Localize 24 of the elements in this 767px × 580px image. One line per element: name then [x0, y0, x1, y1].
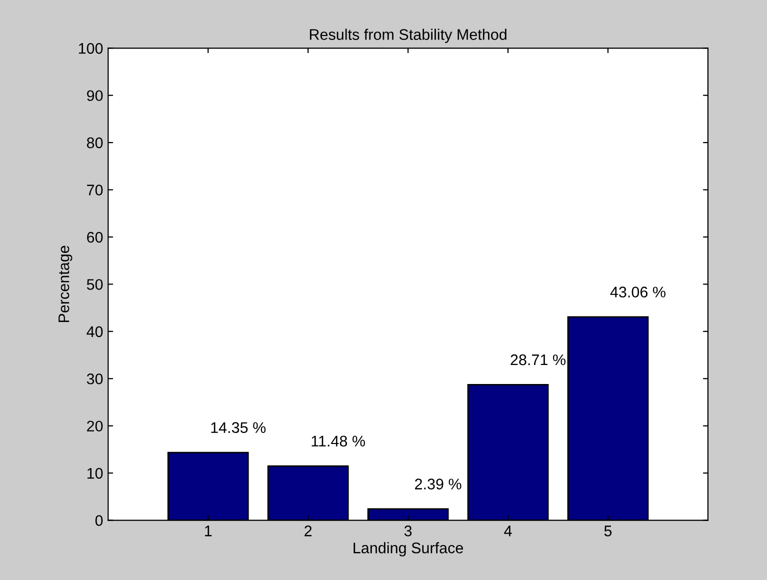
y-tick-label: 30	[86, 373, 103, 384]
y-tick-label: 80	[86, 137, 103, 148]
data-label: 2.39 %	[415, 478, 462, 490]
y-tick-label: 90	[87, 90, 103, 102]
data-label: 11.48 %	[312, 436, 365, 447]
x-tick-label: 4	[504, 526, 512, 536]
y-tick-label: 60	[87, 232, 103, 243]
x-tick-label: 2	[304, 526, 312, 536]
data-label: 28.71 %	[510, 354, 566, 366]
x-tick-label: 3	[404, 526, 412, 536]
data-label: 43.06 %	[610, 286, 666, 298]
chart-title: Results from Stability Method	[310, 28, 506, 43]
y-tick-label: 20	[87, 420, 103, 432]
y-tick-label: 10	[87, 468, 103, 479]
y-tick-label: 0	[95, 515, 103, 526]
x-axis-title: Landing Surface	[354, 542, 464, 556]
y-tick-label: 100	[78, 43, 103, 54]
y-tick-label: 40	[86, 326, 103, 338]
data-label: 14.35 %	[211, 422, 266, 434]
x-tick-label: 5	[604, 526, 612, 536]
x-tick-label: 1	[205, 526, 212, 536]
y-tick-label: 50	[86, 279, 103, 290]
y-axis-title: Percentage	[58, 246, 72, 322]
y-tick-label: 70	[87, 184, 103, 196]
